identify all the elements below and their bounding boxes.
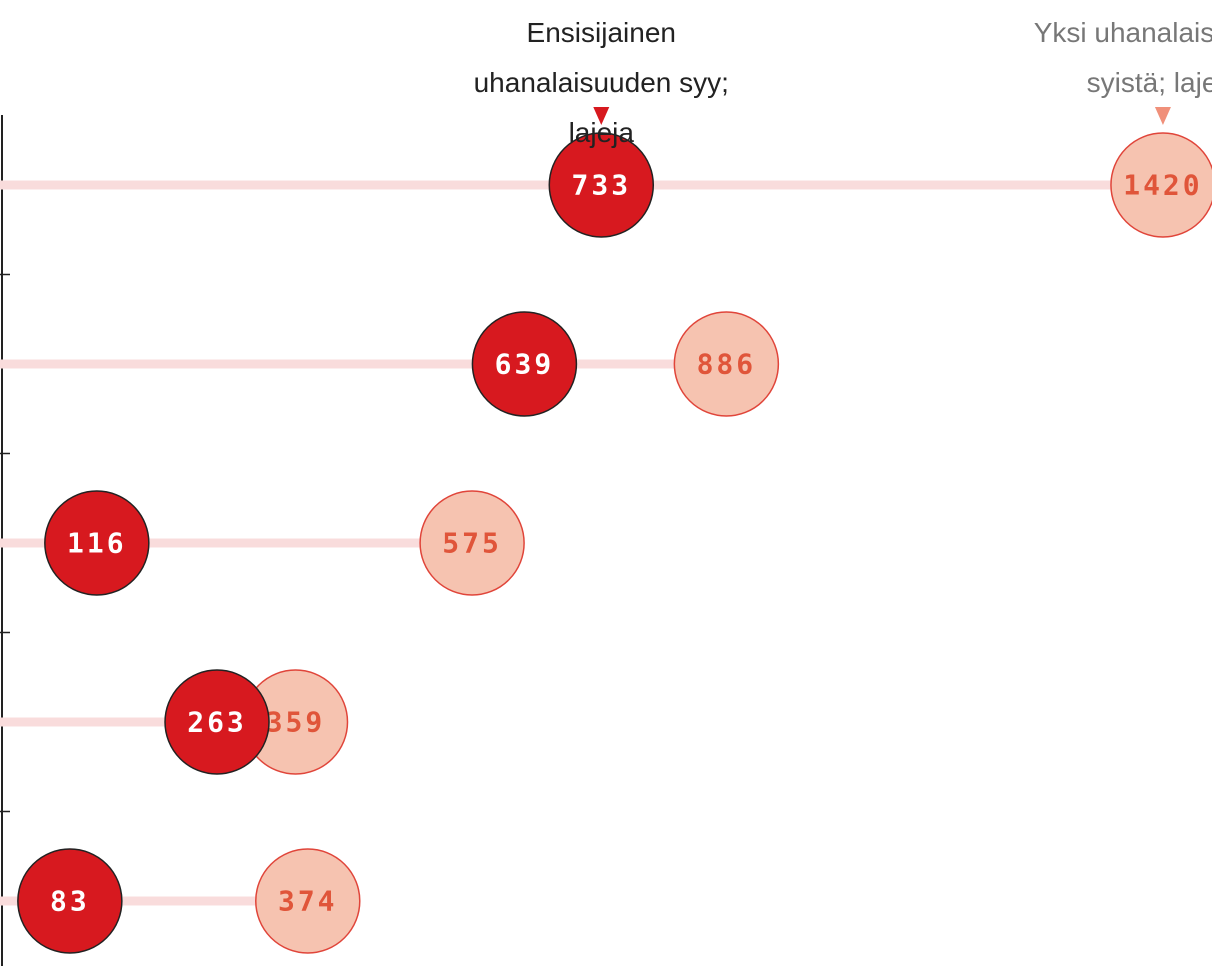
value-label: 639: [495, 348, 555, 381]
value-label: 575: [442, 527, 502, 560]
value-label: 886: [697, 348, 757, 381]
value-label: 374: [278, 885, 338, 918]
dot: [164, 669, 270, 775]
legend-label: Yksi uhanalaisuuden syistä; lajeja: [1033, 17, 1212, 98]
dot: [419, 490, 525, 596]
dot: [548, 132, 655, 238]
value-label: 263: [187, 706, 247, 739]
dot: [1110, 132, 1212, 238]
value-label: 116: [67, 527, 127, 560]
value-label: 1420: [1123, 169, 1202, 202]
dot: [44, 490, 150, 596]
legend-label: Ensisijainen uhanalaisuuden syy; lajeja: [473, 17, 729, 148]
dot: [255, 848, 361, 954]
legend-pointer: [1154, 107, 1171, 125]
dot: [673, 311, 780, 417]
dot: [17, 848, 123, 954]
legend-pointer: [593, 107, 610, 125]
value-label: 359: [266, 706, 326, 739]
value-label: 83: [50, 885, 90, 918]
value-label: 733: [571, 169, 631, 202]
dot: [471, 311, 578, 417]
